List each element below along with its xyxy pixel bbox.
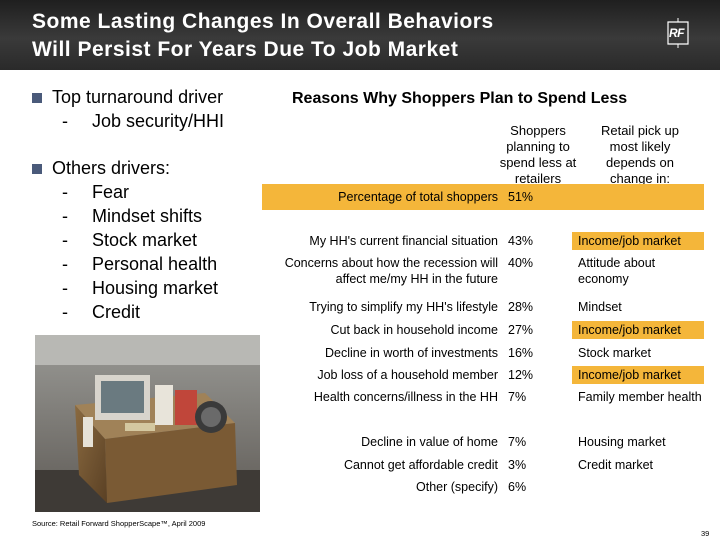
row-value: 7%: [508, 390, 527, 404]
row-value: 27%: [508, 323, 534, 337]
row-value: 40%: [508, 256, 534, 270]
bullet-text-2: Others drivers:: [52, 158, 171, 178]
row-depends: Income/job market: [578, 368, 681, 382]
office-box-photo: [35, 335, 260, 512]
bullet-sub-2-6: - Credit: [62, 300, 140, 324]
sub-text: Job security/HHI: [92, 111, 225, 131]
dash: -: [62, 302, 68, 322]
highlight-bar: [572, 321, 704, 339]
row-value: 12%: [508, 368, 534, 382]
row-depends: Credit market: [578, 458, 654, 472]
total-label: Percentage of total shoppers: [338, 190, 498, 204]
row-depends: Income/job market: [578, 323, 681, 337]
row-depends: Income/job market: [578, 234, 681, 248]
bullet-sub-2-4: - Personal health: [62, 252, 217, 276]
source-note: Source: Retail Forward ShopperScape™, Ap…: [32, 519, 206, 528]
row-value: 7%: [508, 435, 527, 449]
sub-text: Personal health: [92, 254, 218, 274]
bullet-marker-1: [32, 93, 42, 103]
dash: -: [62, 254, 68, 274]
bullet-sub-2-2: - Mindset shifts: [62, 204, 202, 228]
page-number: 39: [701, 529, 710, 538]
row-label: Trying to simplify my HH's lifestyle: [309, 300, 498, 314]
sub-text: Stock market: [92, 230, 198, 250]
row-label: Cut back in household income: [330, 323, 498, 337]
dash: -: [62, 182, 68, 202]
row-label: Job loss of a household member: [317, 368, 498, 382]
rf-logo-icon: [667, 18, 689, 48]
sub-text: Credit: [92, 302, 141, 322]
row-label: Cannot get affordable credit: [343, 458, 498, 472]
sub-text: Housing market: [92, 278, 219, 298]
dash: -: [62, 206, 68, 226]
row-label: Decline in worth of investments: [325, 346, 498, 360]
row-value: 3%: [508, 458, 527, 472]
row-depends: Housing market: [578, 435, 666, 449]
dash: -: [62, 278, 68, 298]
bullet-text-1: Top turnaround driver: [52, 87, 224, 107]
row-depends: Attitude about economy: [578, 256, 656, 286]
row-label: Other (specify): [416, 480, 498, 494]
highlight-bar: [572, 366, 704, 384]
slide-title: Some Lasting Changes In Overall Behavior…: [32, 8, 632, 64]
col-header-shoppers: Shoppers planning to spend less at retai…: [499, 123, 577, 186]
bullet-sub-2-5: - Housing market: [62, 276, 218, 300]
row-value: 28%: [508, 300, 534, 314]
logo-text: RF: [669, 26, 685, 40]
col-header-depends: Retail pick up most likely depends on ch…: [600, 123, 680, 186]
row-value: 6%: [508, 480, 527, 494]
bullet-sub-2-1: - Fear: [62, 180, 129, 204]
sub-text: Fear: [92, 182, 130, 202]
slide-title-line-2: Will Persist For Years Due To Job Market: [32, 38, 459, 61]
bullet-sub-2-3: - Stock market: [62, 228, 197, 252]
row-label: Decline in value of home: [361, 435, 498, 449]
row-depends: Family member health: [578, 390, 702, 404]
slide-title-line-1: Some Lasting Changes In Overall Behavior…: [32, 10, 494, 33]
sub-text: Mindset shifts: [92, 206, 203, 226]
total-value: 51%: [508, 190, 534, 204]
total-band: [262, 184, 704, 210]
dash: -: [62, 230, 68, 250]
row-value: 43%: [508, 234, 534, 248]
row-depends: Stock market: [578, 346, 651, 360]
row-depends: Mindset: [578, 300, 622, 314]
bullet-marker-2: [32, 164, 42, 174]
bullet-sub-1-1: - Job security/HHI: [62, 109, 224, 133]
highlight-bar: [572, 232, 704, 250]
row-value: 16%: [508, 346, 534, 360]
title-banner: Some Lasting Changes In Overall Behavior…: [0, 0, 720, 70]
row-label: Concerns about how the recession will af…: [284, 256, 498, 286]
dash: -: [62, 111, 68, 131]
row-label: Health concerns/illness in the HH: [313, 390, 498, 404]
chart-title: Reasons Why Shoppers Plan to Spend Less: [292, 90, 628, 107]
row-label: My HH's current financial situation: [309, 234, 498, 248]
